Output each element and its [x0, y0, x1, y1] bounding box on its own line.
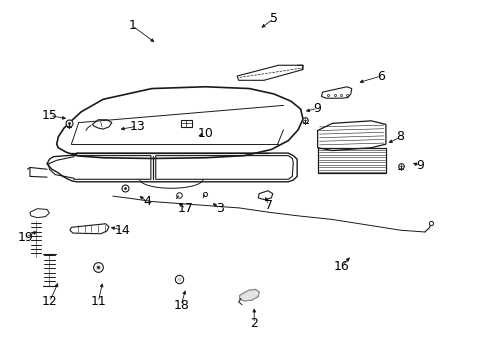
Text: 7: 7	[264, 199, 272, 212]
Text: 12: 12	[41, 296, 57, 309]
Text: 10: 10	[197, 127, 213, 140]
Text: 6: 6	[376, 69, 384, 82]
Text: 17: 17	[178, 202, 194, 215]
Text: 16: 16	[333, 260, 349, 273]
Text: 3: 3	[216, 202, 224, 215]
Text: 8: 8	[396, 130, 404, 144]
Text: 15: 15	[41, 109, 57, 122]
Text: 9: 9	[415, 159, 423, 172]
Text: 2: 2	[250, 317, 258, 330]
Text: 11: 11	[90, 296, 106, 309]
Text: 5: 5	[269, 12, 277, 25]
Text: 1: 1	[128, 19, 136, 32]
Text: 18: 18	[173, 299, 189, 312]
Text: 9: 9	[313, 102, 321, 115]
Text: 4: 4	[143, 195, 151, 208]
Text: 13: 13	[129, 120, 145, 133]
Text: 14: 14	[115, 224, 130, 237]
Text: 19: 19	[17, 231, 33, 244]
Polygon shape	[239, 289, 259, 301]
